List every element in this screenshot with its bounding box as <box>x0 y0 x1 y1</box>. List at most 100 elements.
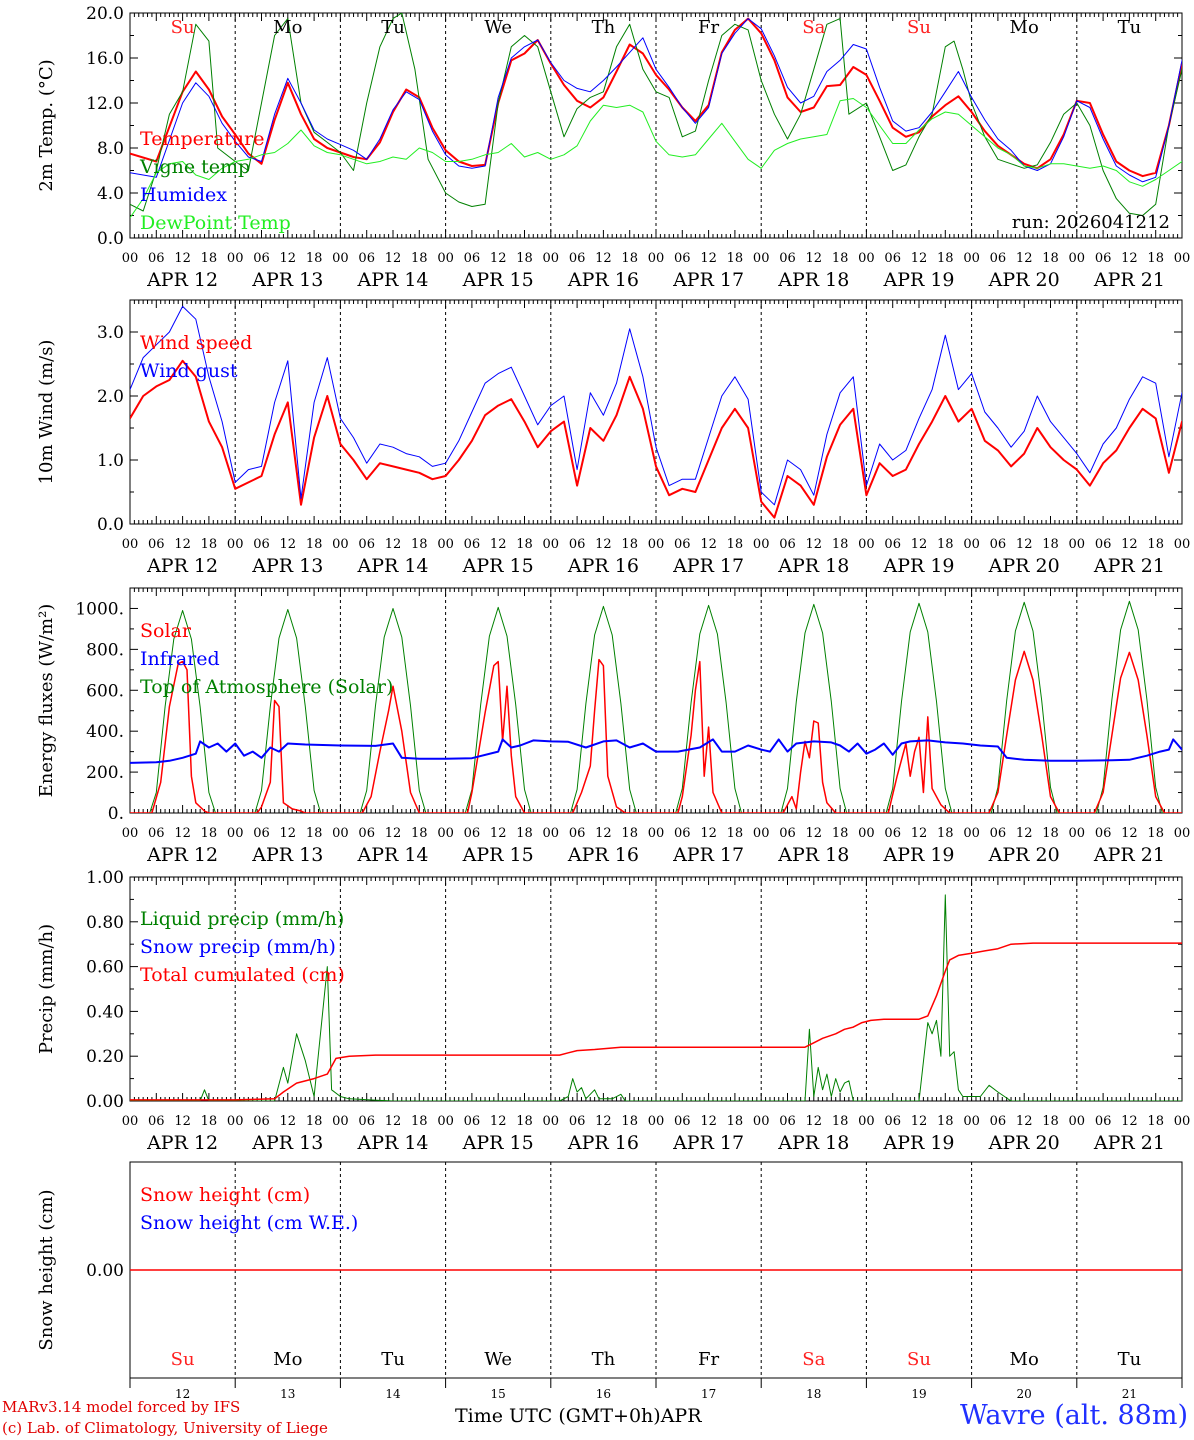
hour-label: 00 <box>437 1114 454 1129</box>
weekday-label: Sa <box>802 17 825 38</box>
series-humidex <box>130 18 1182 183</box>
series-group <box>130 305 1182 519</box>
hour-label: 12 <box>595 1114 612 1129</box>
date-label: APR 19 <box>882 555 954 577</box>
y-tick-label: 0.40 <box>86 1002 124 1022</box>
hour-label: 06 <box>569 537 586 552</box>
y-tick-label: 4.0 <box>97 184 124 204</box>
y-tick-label: 12.0 <box>86 94 124 114</box>
series-vigne-temp <box>130 13 1182 216</box>
hour-label: 12 <box>700 251 717 266</box>
weekday-label: Th <box>592 1349 616 1370</box>
hour-label: 06 <box>358 537 375 552</box>
hour-label: 18 <box>1042 251 1059 266</box>
hour-label: 00 <box>543 1114 560 1129</box>
weekday-label: Tu <box>381 17 405 38</box>
hour-label: 00 <box>1069 251 1086 266</box>
hour-label: 06 <box>674 251 691 266</box>
hour-label: 12 <box>1016 826 1033 841</box>
hour-label: 18 <box>727 1114 744 1129</box>
hour-label: 18 <box>1042 1114 1059 1129</box>
date-label: APR 17 <box>672 555 744 577</box>
hour-label: 12 <box>806 537 823 552</box>
hour-label: 06 <box>464 537 481 552</box>
hour-label: 06 <box>569 826 586 841</box>
date-label: APR 19 <box>882 1132 954 1154</box>
weekday-label: Su <box>907 17 931 38</box>
hour-label: 18 <box>1147 826 1164 841</box>
hour-label: 00 <box>753 251 770 266</box>
legend-entry: Top of Atmosphere (Solar) <box>140 676 393 698</box>
y-axis-label: 2m Temp. (°C) <box>36 59 57 191</box>
hour-label: 18 <box>411 826 428 841</box>
day-number-label: 13 <box>280 1387 295 1401</box>
y-tick-label: 200. <box>86 763 124 783</box>
hour-label: 18 <box>621 1114 638 1129</box>
panel-energy: 0. 200. 400. 600. 800. 1000. Energy fluxes (W/… <box>36 587 1190 866</box>
hour-label: 00 <box>122 251 139 266</box>
y-axis-label: 10m Wind (m/s) <box>36 340 57 485</box>
weekday-label: Fr <box>698 1349 719 1370</box>
day-number-label: 17 <box>701 1387 716 1401</box>
plot-frame <box>129 12 1183 239</box>
y-tick-label: 0.20 <box>86 1047 124 1067</box>
day-number-label: 15 <box>491 1387 506 1401</box>
legend-entry: Snow precip (mm/h) <box>140 936 336 958</box>
hour-label: 00 <box>437 537 454 552</box>
date-label: APR 17 <box>672 1132 744 1154</box>
hour-label: 18 <box>306 537 323 552</box>
weekday-label: Su <box>171 17 195 38</box>
date-label: APR 17 <box>672 269 744 291</box>
date-label: APR 14 <box>356 269 428 291</box>
legend-entry: Vigne temp <box>139 156 250 178</box>
hour-label: 18 <box>516 537 533 552</box>
y-tick-label: 0.0 <box>97 515 124 535</box>
hour-label: 12 <box>595 251 612 266</box>
hour-label: 00 <box>648 1114 665 1129</box>
hour-label: 12 <box>490 1114 507 1129</box>
legend-entry: DewPoint Temp <box>140 212 291 234</box>
y-axis-label: Precip (mm/h) <box>36 924 57 1054</box>
legend-entry: Humidex <box>140 184 227 206</box>
hour-label: 06 <box>358 1114 375 1129</box>
hour-label: 12 <box>911 251 928 266</box>
hour-label: 12 <box>1016 1114 1033 1129</box>
hour-label: 00 <box>227 826 244 841</box>
hour-label: 18 <box>411 1114 428 1129</box>
hour-label: 18 <box>516 826 533 841</box>
weekday-label: Tu <box>1118 17 1142 38</box>
y-tick-label: 1.0 <box>97 451 124 471</box>
hour-label: 12 <box>385 251 402 266</box>
hour-label: 12 <box>174 537 191 552</box>
hour-label: 06 <box>253 251 270 266</box>
weekday-label: Mo <box>1010 17 1039 38</box>
hour-label: 06 <box>1095 826 1112 841</box>
date-label: APR 21 <box>1093 1132 1165 1154</box>
weekday-label: Mo <box>273 17 302 38</box>
hour-label: 06 <box>779 1114 796 1129</box>
hour-label: 18 <box>306 826 323 841</box>
hour-label: 12 <box>806 826 823 841</box>
hour-label: 12 <box>595 826 612 841</box>
y-tick-label: 800. <box>86 640 124 660</box>
hour-label: 00 <box>648 537 665 552</box>
hour-label: 18 <box>937 537 954 552</box>
y-tick-label: 16.0 <box>86 49 124 69</box>
hour-label: 06 <box>148 826 165 841</box>
series-wind-gust <box>130 305 1182 506</box>
y-axis-label: Snow height (cm) <box>36 1189 57 1350</box>
hour-label: 18 <box>306 251 323 266</box>
weekday-label: Su <box>171 1349 195 1370</box>
hour-label: 00 <box>858 826 875 841</box>
x-axis-title-text: Time UTC (GMT+0h) <box>455 1405 661 1427</box>
date-label: APR 12 <box>146 555 218 577</box>
hour-label: 18 <box>201 826 218 841</box>
hour-label: 00 <box>858 1114 875 1129</box>
legend-entry: Total cumulated (cm) <box>140 964 345 986</box>
date-label: APR 14 <box>356 1132 428 1154</box>
date-label: APR 17 <box>672 844 744 866</box>
hour-label: 18 <box>937 826 954 841</box>
weekday-label: Sa <box>802 1349 825 1370</box>
legend-entry: Liquid precip (mm/h) <box>140 908 344 930</box>
hour-label: 06 <box>253 537 270 552</box>
